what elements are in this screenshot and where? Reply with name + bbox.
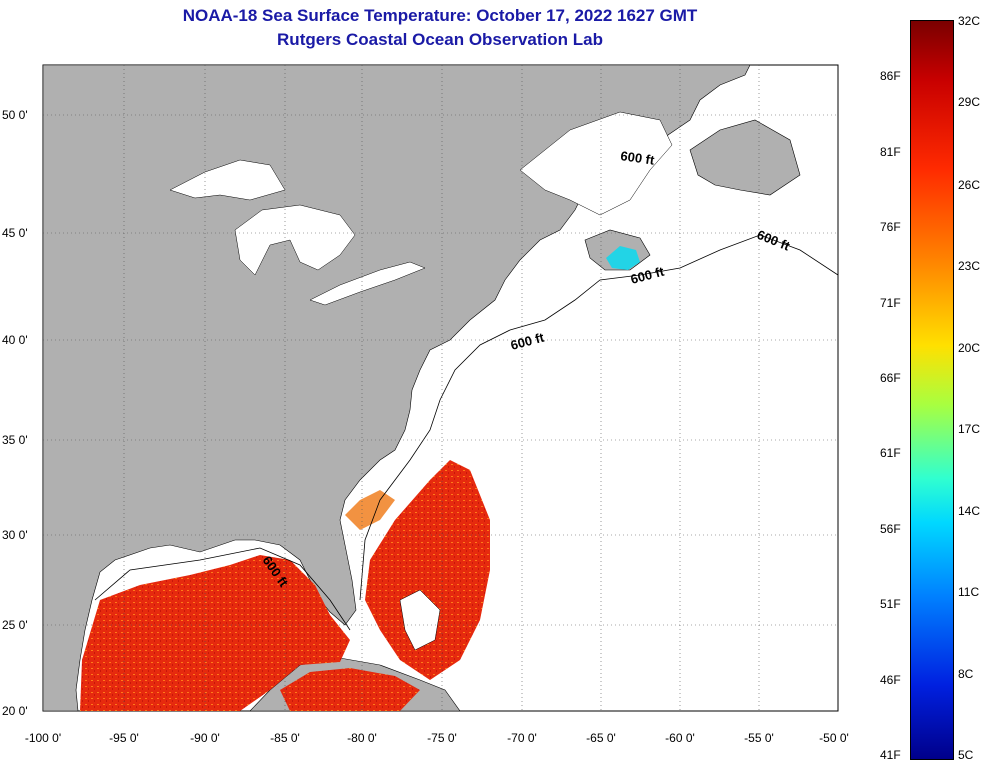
lat-label: 30 0'	[2, 528, 28, 542]
map-subtitle: Rutgers Coastal Ocean Observation Lab	[277, 30, 603, 49]
sst-gulf-stream	[365, 460, 490, 680]
colorbar-c-label: 20C	[958, 341, 981, 355]
sst-gulf-of-mexico	[80, 555, 350, 711]
colorbar-c-label: 26C	[958, 178, 981, 192]
lake-michigan-huron	[234, 204, 356, 276]
colorbar-f-label: 56F	[880, 522, 901, 536]
lat-label: 40 0'	[2, 333, 28, 347]
bahamas	[399, 589, 441, 651]
sst-map: 600 ft 600 ft 600 ft 600 ft 600 ft 50 0'…	[2, 64, 849, 745]
sst-cuba-strait	[280, 668, 420, 711]
lon-label: -65 0'	[586, 731, 616, 745]
colorbar-f-label: 61F	[880, 446, 901, 460]
sst-nova-scotia-cool	[606, 246, 640, 270]
colorbar-f-label: 76F	[880, 220, 901, 234]
land-newfoundland	[689, 119, 801, 196]
lon-label: -90 0'	[190, 731, 220, 745]
lon-label: -85 0'	[270, 731, 300, 745]
lat-label: 35 0'	[2, 433, 28, 447]
colorbar-f-label: 46F	[880, 673, 901, 687]
colorbar-c-label: 14C	[958, 504, 981, 518]
lat-label: 25 0'	[2, 618, 28, 632]
lat-label: 50 0'	[2, 108, 28, 122]
contour-label: 600 ft	[620, 148, 656, 168]
lon-label: -60 0'	[665, 731, 695, 745]
colorbar-f-label: 86F	[880, 69, 901, 83]
colorbar-f-label: 66F	[880, 371, 901, 385]
lon-label: -55 0'	[744, 731, 774, 745]
lon-label: -95 0'	[109, 731, 139, 745]
lon-label: -100 0'	[25, 731, 61, 745]
colorbar-f-label: 51F	[880, 597, 901, 611]
map-title: NOAA-18 Sea Surface Temperature: October…	[182, 6, 698, 25]
colorbar-c-label: 23C	[958, 259, 981, 273]
lon-label: -80 0'	[347, 731, 377, 745]
lon-label: -75 0'	[427, 731, 457, 745]
lat-label: 45 0'	[2, 226, 28, 240]
lon-label: -50 0'	[819, 731, 849, 745]
lake-erie-ontario	[309, 261, 426, 306]
contour-600ft	[94, 234, 838, 631]
colorbar-f-label: 81F	[880, 145, 901, 159]
colorbar-c-label: 11C	[958, 585, 980, 599]
colorbar-c-label: 5C	[958, 748, 974, 762]
colorbar-c-label: 8C	[958, 667, 974, 681]
colorbar-c-label: 17C	[958, 422, 981, 436]
colorbar-f-label: 71F	[880, 296, 901, 310]
sst-carolinas	[345, 490, 395, 530]
grid	[43, 65, 838, 711]
lon-label: -70 0'	[507, 731, 537, 745]
temperature-colorbar	[910, 20, 954, 760]
gulf-st-lawrence	[519, 111, 673, 216]
colorbar-c-label: 29C	[958, 95, 981, 109]
colorbar-c-label: 32C	[958, 14, 981, 28]
lat-label: 20 0'	[2, 704, 28, 718]
colorbar-f-label: 41F	[880, 748, 901, 762]
